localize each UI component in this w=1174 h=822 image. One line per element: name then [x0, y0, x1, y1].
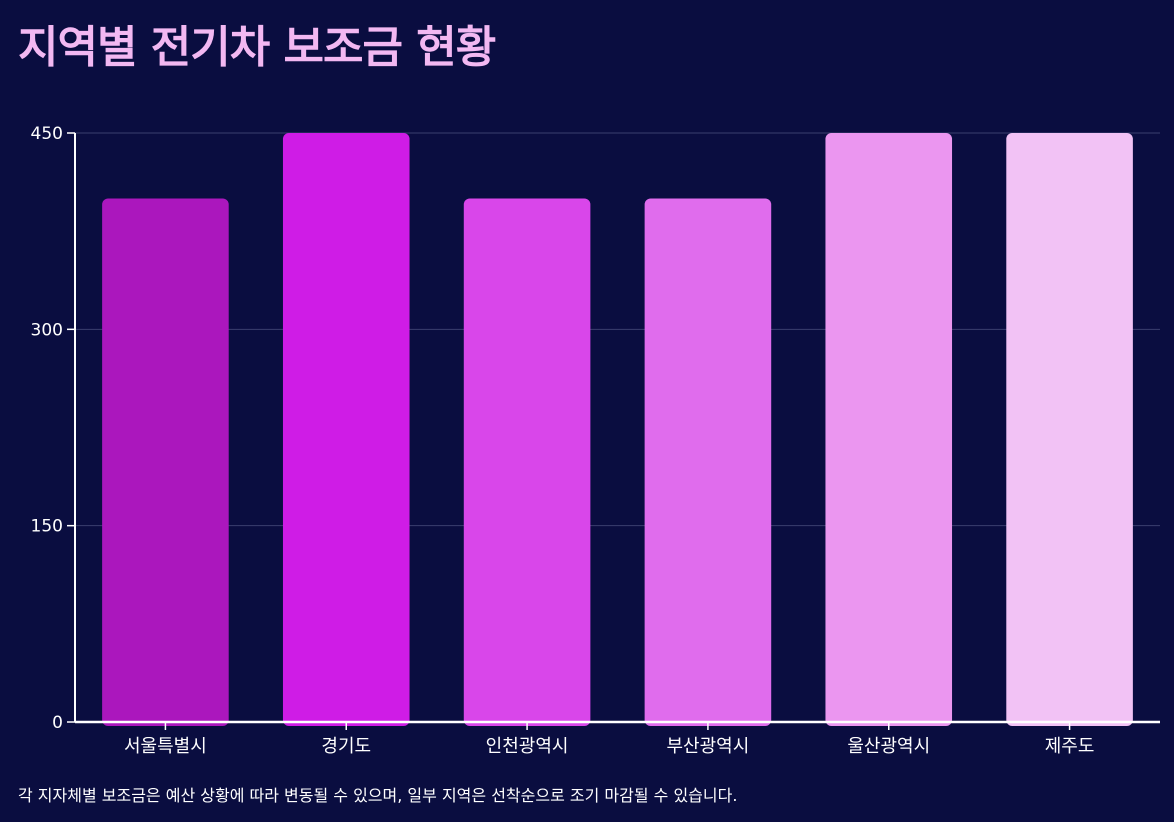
bar-2: [282, 133, 410, 726]
y-tick-label: 150: [31, 517, 63, 537]
x-tick-label: 서울특별시: [124, 736, 207, 757]
x-tick-label: 경기도: [321, 736, 371, 757]
y-tick-label: 300: [31, 320, 63, 340]
bar-6: [1006, 133, 1133, 726]
bar-4: [644, 198, 772, 726]
chart-title: 지역별 전기차 보조금 현황: [18, 22, 496, 73]
y-ticks: 0 150 300 450: [31, 124, 75, 733]
x-tick-label: 부산광역시: [667, 736, 750, 757]
bar-5: [825, 133, 953, 726]
x-ticks: 서울특별시 경기도 인천광역시 부산광역시 울산광역시 제주도: [124, 722, 1094, 757]
x-tick-label: 인천광역시: [486, 736, 569, 757]
grid-lines: [75, 132, 1160, 527]
x-tick-label: 울산광역시: [847, 736, 930, 757]
x-tick-label: 제주도: [1045, 736, 1095, 757]
bar-1: [102, 198, 229, 726]
bar-3: [463, 198, 591, 726]
footnote: 각 지자체별 보조금은 예산 상황에 따라 변동될 수 있으며, 일부 지역은 …: [18, 786, 738, 805]
y-tick-label: 450: [31, 124, 63, 144]
bars: [102, 133, 1133, 726]
y-tick-label: 0: [52, 713, 63, 733]
axes: [74, 133, 1160, 724]
